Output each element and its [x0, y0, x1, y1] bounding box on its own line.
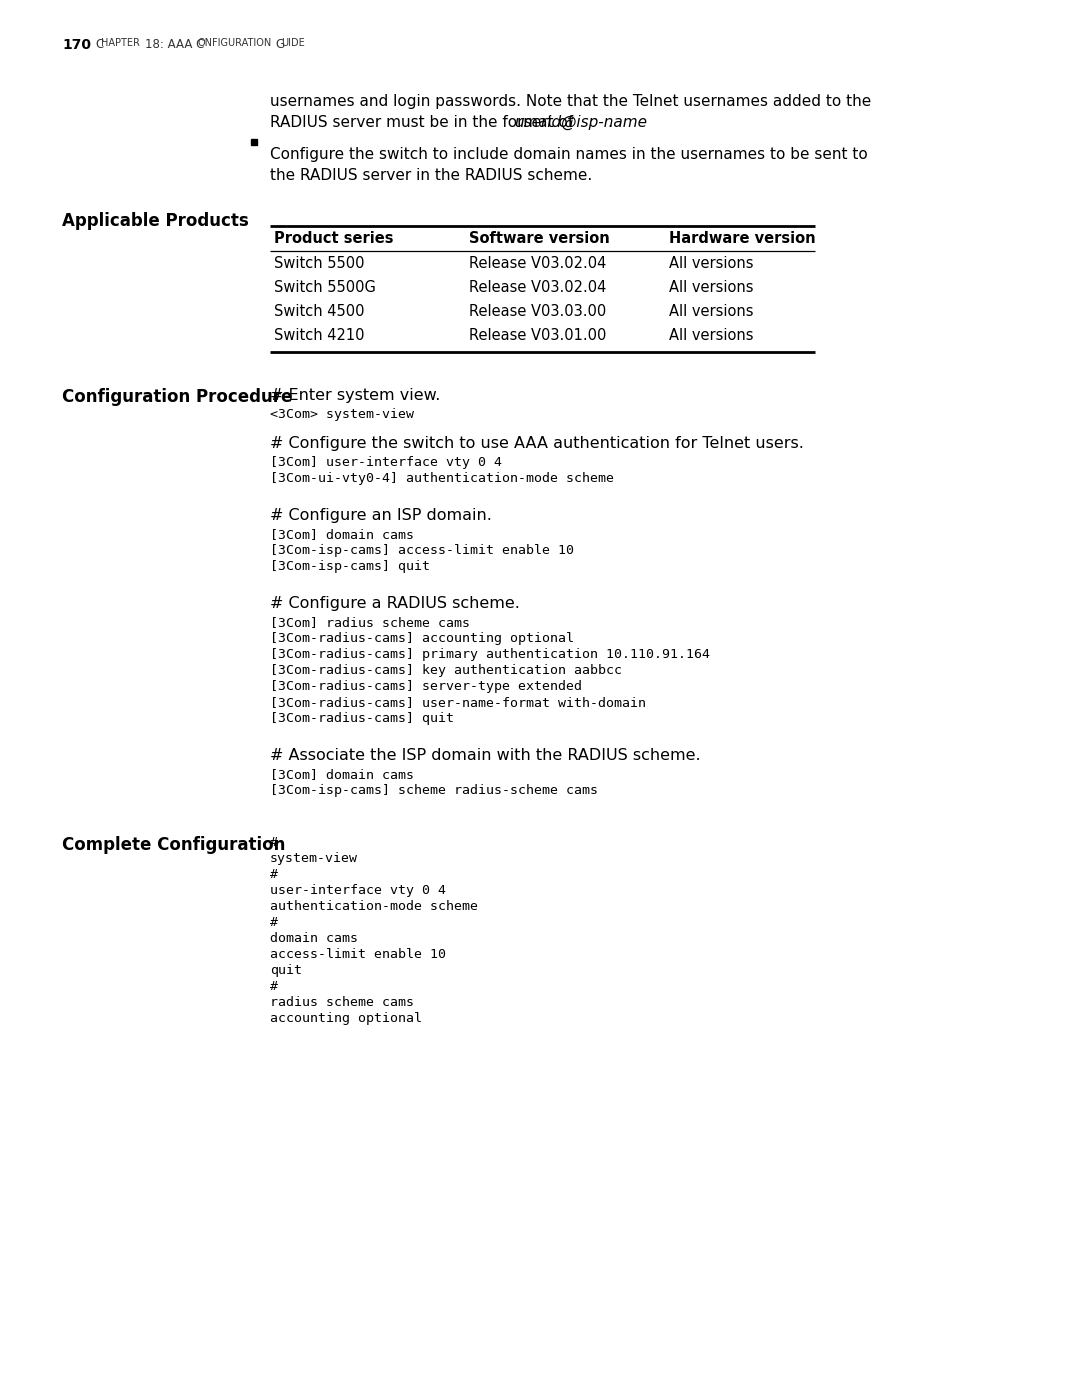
Text: user-interface vty 0 4: user-interface vty 0 4: [270, 884, 446, 897]
Text: Switch 4210: Switch 4210: [274, 328, 365, 344]
Text: UIDE: UIDE: [281, 38, 305, 47]
Text: [3Com-isp-cams] quit: [3Com-isp-cams] quit: [270, 560, 430, 573]
Text: authentication-mode scheme: authentication-mode scheme: [270, 900, 478, 914]
Text: # Enter system view.: # Enter system view.: [270, 388, 441, 402]
Text: radius scheme cams: radius scheme cams: [270, 996, 414, 1009]
Text: Product series: Product series: [274, 231, 393, 246]
Text: Applicable Products: Applicable Products: [62, 212, 248, 231]
Text: ONFIGURATION: ONFIGURATION: [197, 38, 271, 47]
Text: Switch 5500G: Switch 5500G: [274, 279, 376, 295]
Text: <3Com> system-view: <3Com> system-view: [270, 408, 414, 420]
Text: [3Com-radius-cams] primary authentication 10.110.91.164: [3Com-radius-cams] primary authenticatio…: [270, 648, 710, 661]
Text: #: #: [270, 868, 278, 882]
Text: G: G: [275, 38, 284, 52]
Text: All versions: All versions: [669, 279, 754, 295]
Text: 170: 170: [62, 38, 91, 52]
Text: Software version: Software version: [469, 231, 610, 246]
Text: Configure the switch to include domain names in the usernames to be sent to: Configure the switch to include domain n…: [270, 147, 867, 162]
Text: Complete Configuration: Complete Configuration: [62, 835, 285, 854]
Text: All versions: All versions: [669, 305, 754, 319]
Text: #: #: [270, 981, 278, 993]
Text: # Configure the switch to use AAA authentication for Telnet users.: # Configure the switch to use AAA authen…: [270, 436, 804, 451]
Text: RADIUS server must be in the format of: RADIUS server must be in the format of: [270, 115, 578, 130]
Text: [3Com] domain cams: [3Com] domain cams: [270, 768, 414, 781]
Text: [3Com] radius scheme cams: [3Com] radius scheme cams: [270, 616, 470, 629]
Text: # Configure an ISP domain.: # Configure an ISP domain.: [270, 509, 491, 522]
Text: Release V03.01.00: Release V03.01.00: [469, 328, 606, 344]
Text: access-limit enable 10: access-limit enable 10: [270, 949, 446, 961]
Text: the RADIUS server in the RADIUS scheme.: the RADIUS server in the RADIUS scheme.: [270, 168, 592, 183]
Text: [3Com-isp-cams] scheme radius-scheme cams: [3Com-isp-cams] scheme radius-scheme cam…: [270, 784, 598, 798]
Text: 18: AAA C: 18: AAA C: [145, 38, 204, 52]
Text: system-view: system-view: [270, 852, 357, 865]
Text: Release V03.02.04: Release V03.02.04: [469, 256, 606, 271]
Text: C: C: [95, 38, 104, 52]
Text: [3Com-radius-cams] accounting optional: [3Com-radius-cams] accounting optional: [270, 631, 573, 645]
Text: Release V03.03.00: Release V03.03.00: [469, 305, 606, 319]
Text: # Configure a RADIUS scheme.: # Configure a RADIUS scheme.: [270, 597, 519, 610]
Text: [3Com] domain cams: [3Com] domain cams: [270, 528, 414, 541]
Text: All versions: All versions: [669, 256, 754, 271]
Text: userid@isp-name: userid@isp-name: [514, 115, 647, 130]
Text: Switch 4500: Switch 4500: [274, 305, 365, 319]
Text: #: #: [270, 916, 278, 929]
Text: HAPTER: HAPTER: [102, 38, 140, 47]
Text: usernames and login passwords. Note that the Telnet usernames added to the: usernames and login passwords. Note that…: [270, 94, 872, 109]
Text: [3Com-radius-cams] key authentication aabbcc: [3Com-radius-cams] key authentication aa…: [270, 664, 622, 678]
Text: Switch 5500: Switch 5500: [274, 256, 365, 271]
Text: domain cams: domain cams: [270, 932, 357, 944]
Text: # Associate the ISP domain with the RADIUS scheme.: # Associate the ISP domain with the RADI…: [270, 747, 701, 763]
Text: [3Com-radius-cams] user-name-format with-domain: [3Com-radius-cams] user-name-format with…: [270, 696, 646, 710]
Text: quit: quit: [270, 964, 302, 977]
Text: accounting optional: accounting optional: [270, 1011, 422, 1025]
Text: Release V03.02.04: Release V03.02.04: [469, 279, 606, 295]
Text: #: #: [270, 835, 278, 849]
Text: [3Com-radius-cams] quit: [3Com-radius-cams] quit: [270, 712, 454, 725]
Text: .: .: [607, 115, 612, 130]
Text: Hardware version: Hardware version: [669, 231, 815, 246]
Text: All versions: All versions: [669, 328, 754, 344]
Text: [3Com] user-interface vty 0 4: [3Com] user-interface vty 0 4: [270, 455, 502, 469]
Text: [3Com-radius-cams] server-type extended: [3Com-radius-cams] server-type extended: [270, 680, 582, 693]
Text: [3Com-isp-cams] access-limit enable 10: [3Com-isp-cams] access-limit enable 10: [270, 543, 573, 557]
Text: Configuration Procedure: Configuration Procedure: [62, 388, 293, 407]
Text: [3Com-ui-vty0-4] authentication-mode scheme: [3Com-ui-vty0-4] authentication-mode sch…: [270, 472, 615, 485]
